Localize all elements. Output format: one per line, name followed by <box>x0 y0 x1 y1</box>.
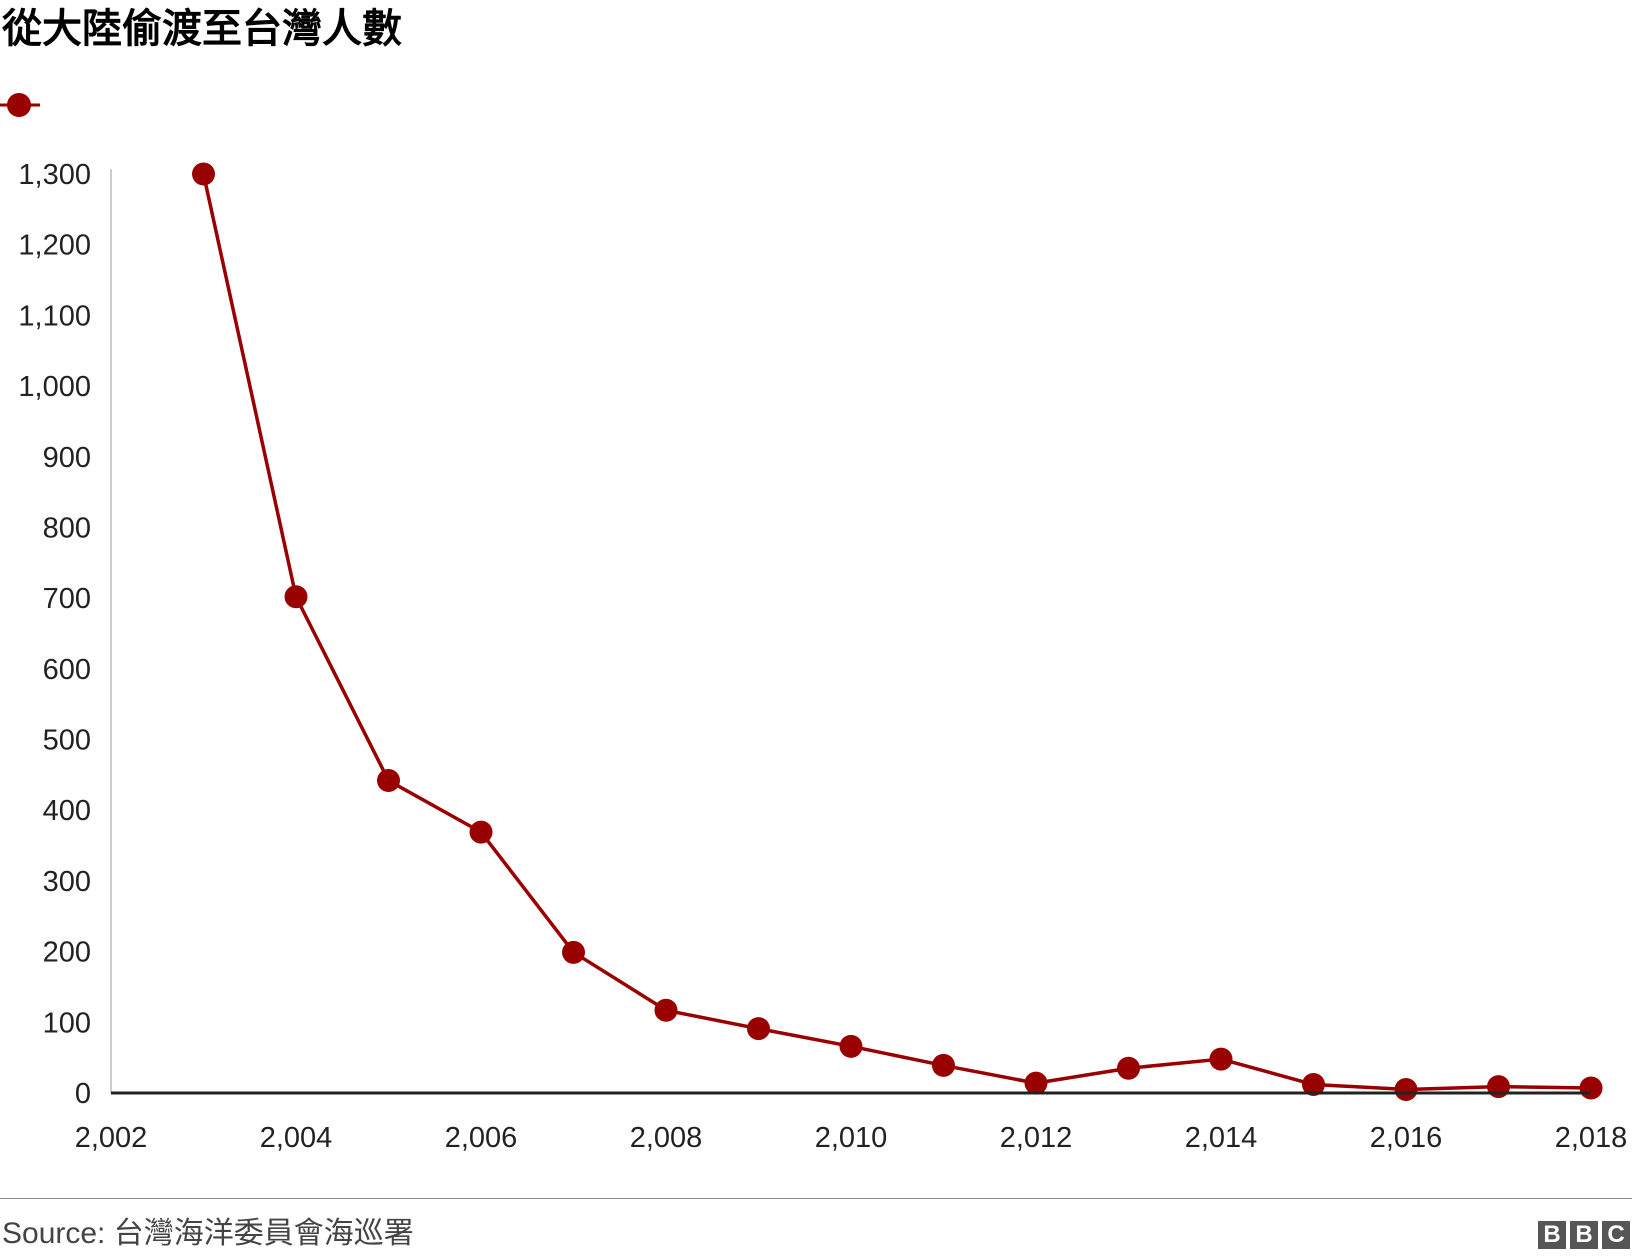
series-line <box>201 173 1592 1092</box>
line-chart: 0 100 200 300 400 500 600 700 800 900 1,000 1,100 1,… <box>18 159 1628 1154</box>
data-point <box>839 1034 863 1058</box>
logo-letter: B <box>1538 1221 1566 1249</box>
y-tick-label: 100 <box>43 1007 91 1039</box>
x-tick-label: 2,006 <box>445 1122 518 1154</box>
x-tick-label: 2,014 <box>1185 1122 1258 1154</box>
data-point <box>1579 1076 1603 1100</box>
bbc-logo: B B C <box>1538 1221 1630 1249</box>
x-tick-label: 2,002 <box>75 1122 148 1154</box>
x-tick-label: 2,018 <box>1555 1122 1628 1154</box>
y-tick-label: 800 <box>43 512 91 544</box>
data-point <box>1302 1073 1325 1097</box>
data-point <box>562 940 585 964</box>
y-tick-label: 1,200 <box>18 230 91 262</box>
source-note: Source: 台灣海洋委員會海巡署 <box>2 1217 414 1250</box>
logo-letter: C <box>1602 1221 1630 1249</box>
data-point <box>377 769 400 793</box>
y-tick-label: 1,000 <box>18 371 91 403</box>
data-point <box>1209 1047 1233 1071</box>
footer-divider <box>0 1198 1632 1199</box>
data-point <box>654 998 678 1022</box>
y-tick-label: 300 <box>43 866 91 898</box>
logo-letter: B <box>1570 1221 1598 1249</box>
y-tick-label: 600 <box>43 654 91 686</box>
data-point <box>192 162 215 186</box>
chart-title: 從大陸偷渡至台灣人數 <box>2 6 402 52</box>
y-tick-label: 900 <box>43 442 91 474</box>
legend-marker <box>0 93 40 117</box>
y-tick-label: 1,300 <box>18 159 91 191</box>
x-tick-label: 2,008 <box>630 1122 703 1154</box>
y-tick-label: 200 <box>43 937 91 969</box>
data-point <box>1394 1077 1418 1101</box>
y-tick-label: 700 <box>43 583 91 615</box>
x-tick-label: 2,016 <box>1370 1122 1443 1154</box>
data-point <box>932 1053 955 1077</box>
data-point <box>1117 1056 1140 1080</box>
y-tick-label: 1,100 <box>18 300 91 332</box>
y-tick-label: 400 <box>43 795 91 827</box>
x-tick-label: 2,012 <box>1000 1122 1073 1154</box>
data-point <box>1487 1075 1510 1099</box>
y-tick-label: 0 <box>75 1078 91 1110</box>
data-point <box>1024 1071 1048 1095</box>
data-point <box>284 585 308 609</box>
x-tick-label: 2,010 <box>815 1122 888 1154</box>
x-tick-label: 2,004 <box>260 1122 333 1154</box>
data-point <box>747 1017 770 1041</box>
y-tick-label: 500 <box>43 725 91 757</box>
data-point <box>469 820 493 844</box>
